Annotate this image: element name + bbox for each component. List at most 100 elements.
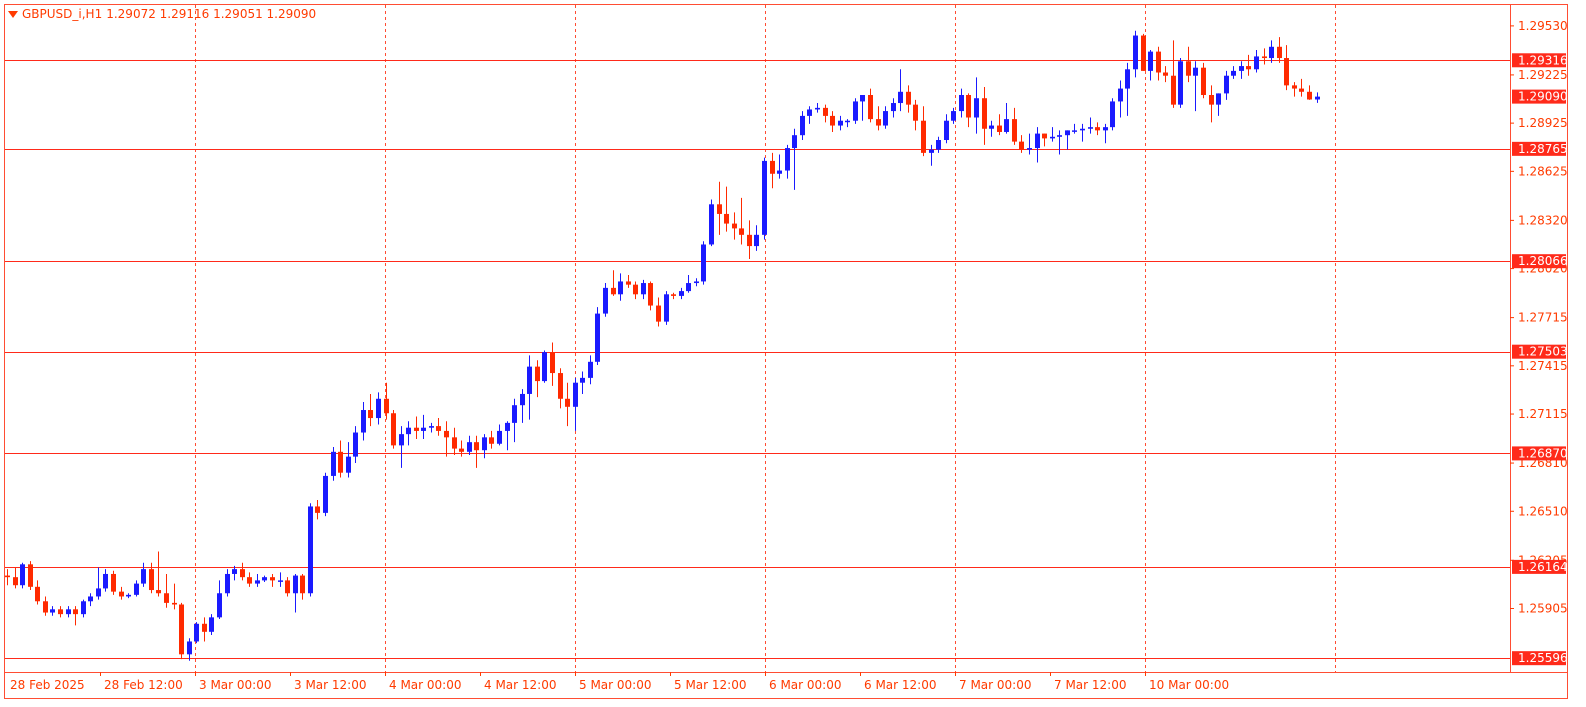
candle	[815, 103, 820, 113]
candle	[399, 426, 404, 468]
candle-body	[717, 204, 722, 214]
candle-body	[618, 281, 623, 295]
candle	[1254, 50, 1259, 73]
candle-body	[452, 437, 457, 449]
candle-body	[641, 283, 646, 295]
price-tick-label: 1.27715	[1518, 311, 1568, 325]
triangle-down-icon[interactable]	[8, 10, 18, 18]
candle	[883, 106, 888, 129]
candle	[1057, 130, 1062, 155]
candle	[898, 69, 903, 112]
candle	[353, 426, 358, 464]
candle	[860, 95, 865, 121]
candle	[997, 114, 1002, 136]
price-tick-label: 1.27415	[1518, 359, 1568, 373]
candle-body	[1262, 56, 1267, 59]
candle-body	[436, 426, 441, 431]
candle	[262, 575, 267, 582]
candle-body	[505, 422, 510, 431]
candle-body	[429, 426, 434, 428]
candle	[1307, 85, 1312, 100]
candle	[497, 424, 502, 446]
candle-body	[1246, 66, 1251, 70]
candle	[467, 435, 472, 456]
ohlc-values: 1.29072 1.29116 1.29051 1.29090	[106, 7, 317, 21]
time-tick-label: 10 Mar 00:00	[1149, 678, 1229, 692]
candle	[974, 77, 979, 134]
candle	[225, 569, 230, 597]
candle-body	[384, 398, 389, 414]
candle-body	[860, 95, 865, 102]
candle	[1239, 61, 1244, 79]
candle-body	[331, 451, 336, 476]
candle	[656, 297, 661, 327]
vertical-grid	[195, 5, 1336, 672]
candle	[35, 580, 40, 605]
candle	[664, 291, 669, 325]
candle-body	[421, 427, 426, 431]
candle	[338, 440, 343, 478]
candle-body	[535, 366, 540, 382]
level-label-text: 1.29316	[1518, 53, 1568, 67]
candle-body	[823, 107, 828, 116]
candle-body	[1299, 88, 1304, 92]
candle-body	[489, 437, 494, 444]
candle-body	[785, 148, 790, 171]
candle	[671, 292, 676, 300]
candlestick-series	[5, 30, 1320, 661]
candle	[1246, 54, 1251, 76]
candle-body	[126, 594, 131, 597]
price-tick-label: 1.29530	[1518, 19, 1568, 33]
candle	[520, 389, 525, 423]
candle	[770, 152, 775, 189]
price-tick-label: 1.29225	[1518, 68, 1568, 82]
candle	[701, 241, 706, 285]
candle	[921, 106, 926, 157]
candle	[1118, 80, 1123, 118]
candle-body	[1141, 35, 1146, 71]
level-label-box	[1512, 344, 1566, 359]
candle-body	[1201, 67, 1206, 96]
candle	[209, 614, 214, 636]
candle-body	[626, 281, 631, 285]
candle-body	[838, 120, 843, 126]
candle	[58, 606, 63, 618]
time-tick-label: 5 Mar 12:00	[674, 678, 747, 692]
candle	[1072, 123, 1077, 134]
candle	[1012, 107, 1017, 145]
candle	[1315, 92, 1320, 103]
candle-body	[315, 506, 320, 513]
candle	[134, 580, 139, 597]
candle-body	[346, 456, 351, 473]
candle	[28, 561, 33, 591]
candle	[580, 371, 585, 394]
candle-body	[270, 577, 275, 581]
candle-body	[103, 573, 108, 589]
candle-body	[225, 573, 230, 594]
candle	[13, 567, 18, 589]
candle	[43, 596, 48, 616]
candle-body	[20, 564, 25, 586]
candle	[573, 377, 578, 431]
candle-body	[262, 577, 267, 581]
price-tick-label: 1.28320	[1518, 213, 1568, 227]
candle	[929, 144, 934, 166]
candle-body	[1042, 133, 1047, 139]
candle-body	[997, 125, 1002, 132]
candle-body	[1193, 67, 1198, 76]
candle	[611, 270, 616, 296]
candle-body	[1080, 128, 1085, 131]
level-price-label: 1.28765	[1512, 141, 1568, 156]
candle-body	[119, 591, 124, 597]
candle-body	[679, 291, 684, 296]
candle	[1027, 133, 1032, 155]
candle	[406, 421, 411, 446]
candle	[436, 418, 441, 436]
time-tick-label: 28 Feb 2025	[10, 678, 85, 692]
candle	[1277, 37, 1282, 63]
level-label-box	[1512, 651, 1566, 666]
candle	[111, 570, 116, 595]
candle	[149, 562, 154, 594]
